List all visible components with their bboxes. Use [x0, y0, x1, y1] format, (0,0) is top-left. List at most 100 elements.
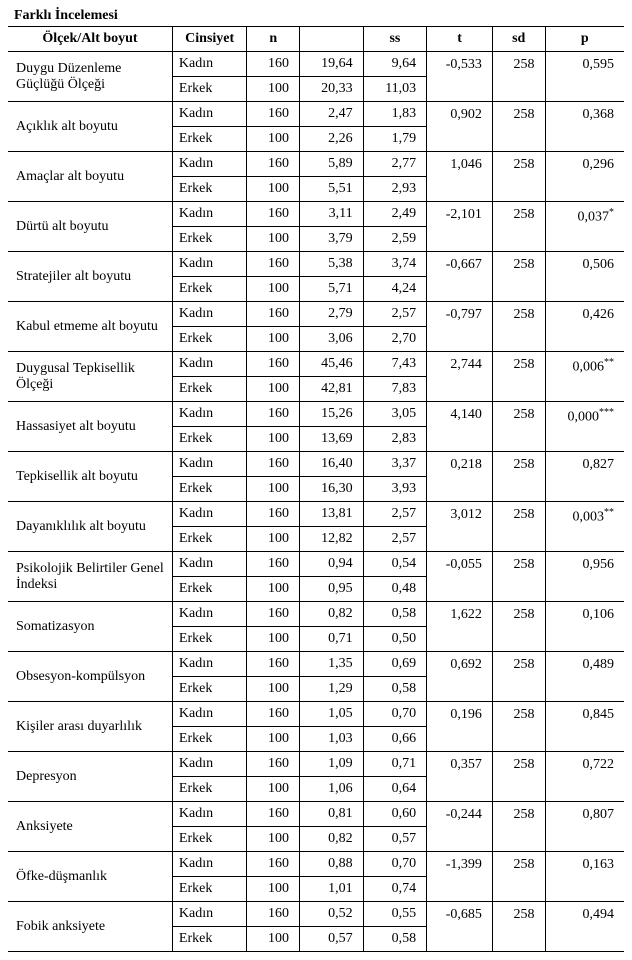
- n-cell: 100: [247, 77, 300, 102]
- mean-cell: 1,09: [300, 752, 364, 777]
- mean-cell: 20,33: [300, 77, 364, 102]
- p-value: 0,845: [583, 707, 615, 722]
- gender-cell: Kadın: [172, 352, 247, 377]
- n-cell: 160: [247, 452, 300, 477]
- mean-cell: 3,11: [300, 202, 364, 227]
- header-ss: ss: [363, 27, 427, 52]
- n-cell: 100: [247, 727, 300, 752]
- sd-cell: 258: [492, 752, 545, 802]
- gender-cell: Kadın: [172, 852, 247, 877]
- p-value: 0,000: [568, 410, 600, 425]
- ss-cell: 0,70: [363, 702, 427, 727]
- p-cell: 0,106: [545, 602, 624, 652]
- ss-cell: 0,58: [363, 602, 427, 627]
- mean-cell: 0,82: [300, 827, 364, 852]
- ss-cell: 7,43: [363, 352, 427, 377]
- gender-cell: Erkek: [172, 927, 247, 952]
- n-cell: 100: [247, 627, 300, 652]
- table-row: Kabul etmeme alt boyutuKadın1602,792,57-…: [8, 302, 624, 327]
- n-cell: 160: [247, 902, 300, 927]
- scale-name: Tepkisellik alt boyutu: [8, 452, 172, 502]
- mean-cell: 16,40: [300, 452, 364, 477]
- scale-name: Anksiyete: [8, 802, 172, 852]
- n-cell: 160: [247, 402, 300, 427]
- significance-marker: **: [604, 357, 614, 368]
- table-row: Dürtü alt boyutuKadın1603,112,49-2,10125…: [8, 202, 624, 227]
- gender-cell: Kadın: [172, 152, 247, 177]
- gender-cell: Kadın: [172, 502, 247, 527]
- gender-cell: Erkek: [172, 577, 247, 602]
- gender-cell: Kadın: [172, 702, 247, 727]
- mean-cell: 0,52: [300, 902, 364, 927]
- mean-cell: 1,35: [300, 652, 364, 677]
- p-cell: 0,956: [545, 552, 624, 602]
- ss-cell: 2,49: [363, 202, 427, 227]
- gender-cell: Erkek: [172, 477, 247, 502]
- n-cell: 100: [247, 427, 300, 452]
- ss-cell: 3,74: [363, 252, 427, 277]
- p-value: 0,037: [578, 210, 610, 225]
- ss-cell: 0,58: [363, 927, 427, 952]
- gender-cell: Kadın: [172, 452, 247, 477]
- t-cell: 0,692: [427, 652, 493, 702]
- sd-cell: 258: [492, 402, 545, 452]
- p-cell: 0,296: [545, 152, 624, 202]
- t-cell: 3,012: [427, 502, 493, 552]
- ss-cell: 0,60: [363, 802, 427, 827]
- ss-cell: 0,57: [363, 827, 427, 852]
- p-value: 0,163: [583, 857, 615, 872]
- scale-name: Somatizasyon: [8, 602, 172, 652]
- n-cell: 100: [247, 377, 300, 402]
- mean-cell: 5,38: [300, 252, 364, 277]
- t-cell: -0,533: [427, 52, 493, 102]
- table-header-row: Ölçek/Alt boyut Cinsiyet n ss t sd p: [8, 27, 624, 52]
- ss-cell: 9,64: [363, 52, 427, 77]
- t-cell: 2,744: [427, 352, 493, 402]
- mean-cell: 5,89: [300, 152, 364, 177]
- p-cell: 0,807: [545, 802, 624, 852]
- gender-cell: Erkek: [172, 727, 247, 752]
- mean-cell: 12,82: [300, 527, 364, 552]
- p-value: 0,595: [583, 57, 615, 72]
- sd-cell: 258: [492, 652, 545, 702]
- ss-cell: 0,64: [363, 777, 427, 802]
- scale-name: Öfke-düşmanlık: [8, 852, 172, 902]
- ss-cell: 3,37: [363, 452, 427, 477]
- t-cell: 4,140: [427, 402, 493, 452]
- ss-cell: 0,69: [363, 652, 427, 677]
- scale-name: Stratejiler alt boyutu: [8, 252, 172, 302]
- p-cell: 0,722: [545, 752, 624, 802]
- mean-cell: 0,82: [300, 602, 364, 627]
- n-cell: 160: [247, 752, 300, 777]
- scale-name: Psikolojik Belirtiler Genel İndeksi: [8, 552, 172, 602]
- ss-cell: 0,70: [363, 852, 427, 877]
- gender-cell: Erkek: [172, 227, 247, 252]
- n-cell: 100: [247, 277, 300, 302]
- table-row: Dayanıklılık alt boyutuKadın16013,812,57…: [8, 502, 624, 527]
- ss-cell: 1,79: [363, 127, 427, 152]
- n-cell: 160: [247, 352, 300, 377]
- table-row: Fobik anksiyeteKadın1600,520,55-0,685258…: [8, 902, 624, 927]
- t-cell: -0,055: [427, 552, 493, 602]
- mean-cell: 0,94: [300, 552, 364, 577]
- ss-cell: 2,93: [363, 177, 427, 202]
- gender-cell: Kadın: [172, 252, 247, 277]
- n-cell: 100: [247, 777, 300, 802]
- p-value: 0,956: [583, 557, 615, 572]
- p-cell: 0,006**: [545, 352, 624, 402]
- gender-cell: Erkek: [172, 177, 247, 202]
- table-row: AnksiyeteKadın1600,810,60-0,2442580,807: [8, 802, 624, 827]
- n-cell: 160: [247, 202, 300, 227]
- sd-cell: 258: [492, 352, 545, 402]
- scale-name: Dayanıklılık alt boyutu: [8, 502, 172, 552]
- p-value: 0,827: [583, 457, 615, 472]
- ss-cell: 0,74: [363, 877, 427, 902]
- mean-cell: 42,81: [300, 377, 364, 402]
- gender-cell: Kadın: [172, 802, 247, 827]
- header-mean: [300, 27, 364, 52]
- table-row: DepresyonKadın1601,090,710,3572580,722: [8, 752, 624, 777]
- p-cell: 0,037*: [545, 202, 624, 252]
- mean-cell: 1,29: [300, 677, 364, 702]
- gender-cell: Erkek: [172, 377, 247, 402]
- p-value: 0,807: [583, 807, 615, 822]
